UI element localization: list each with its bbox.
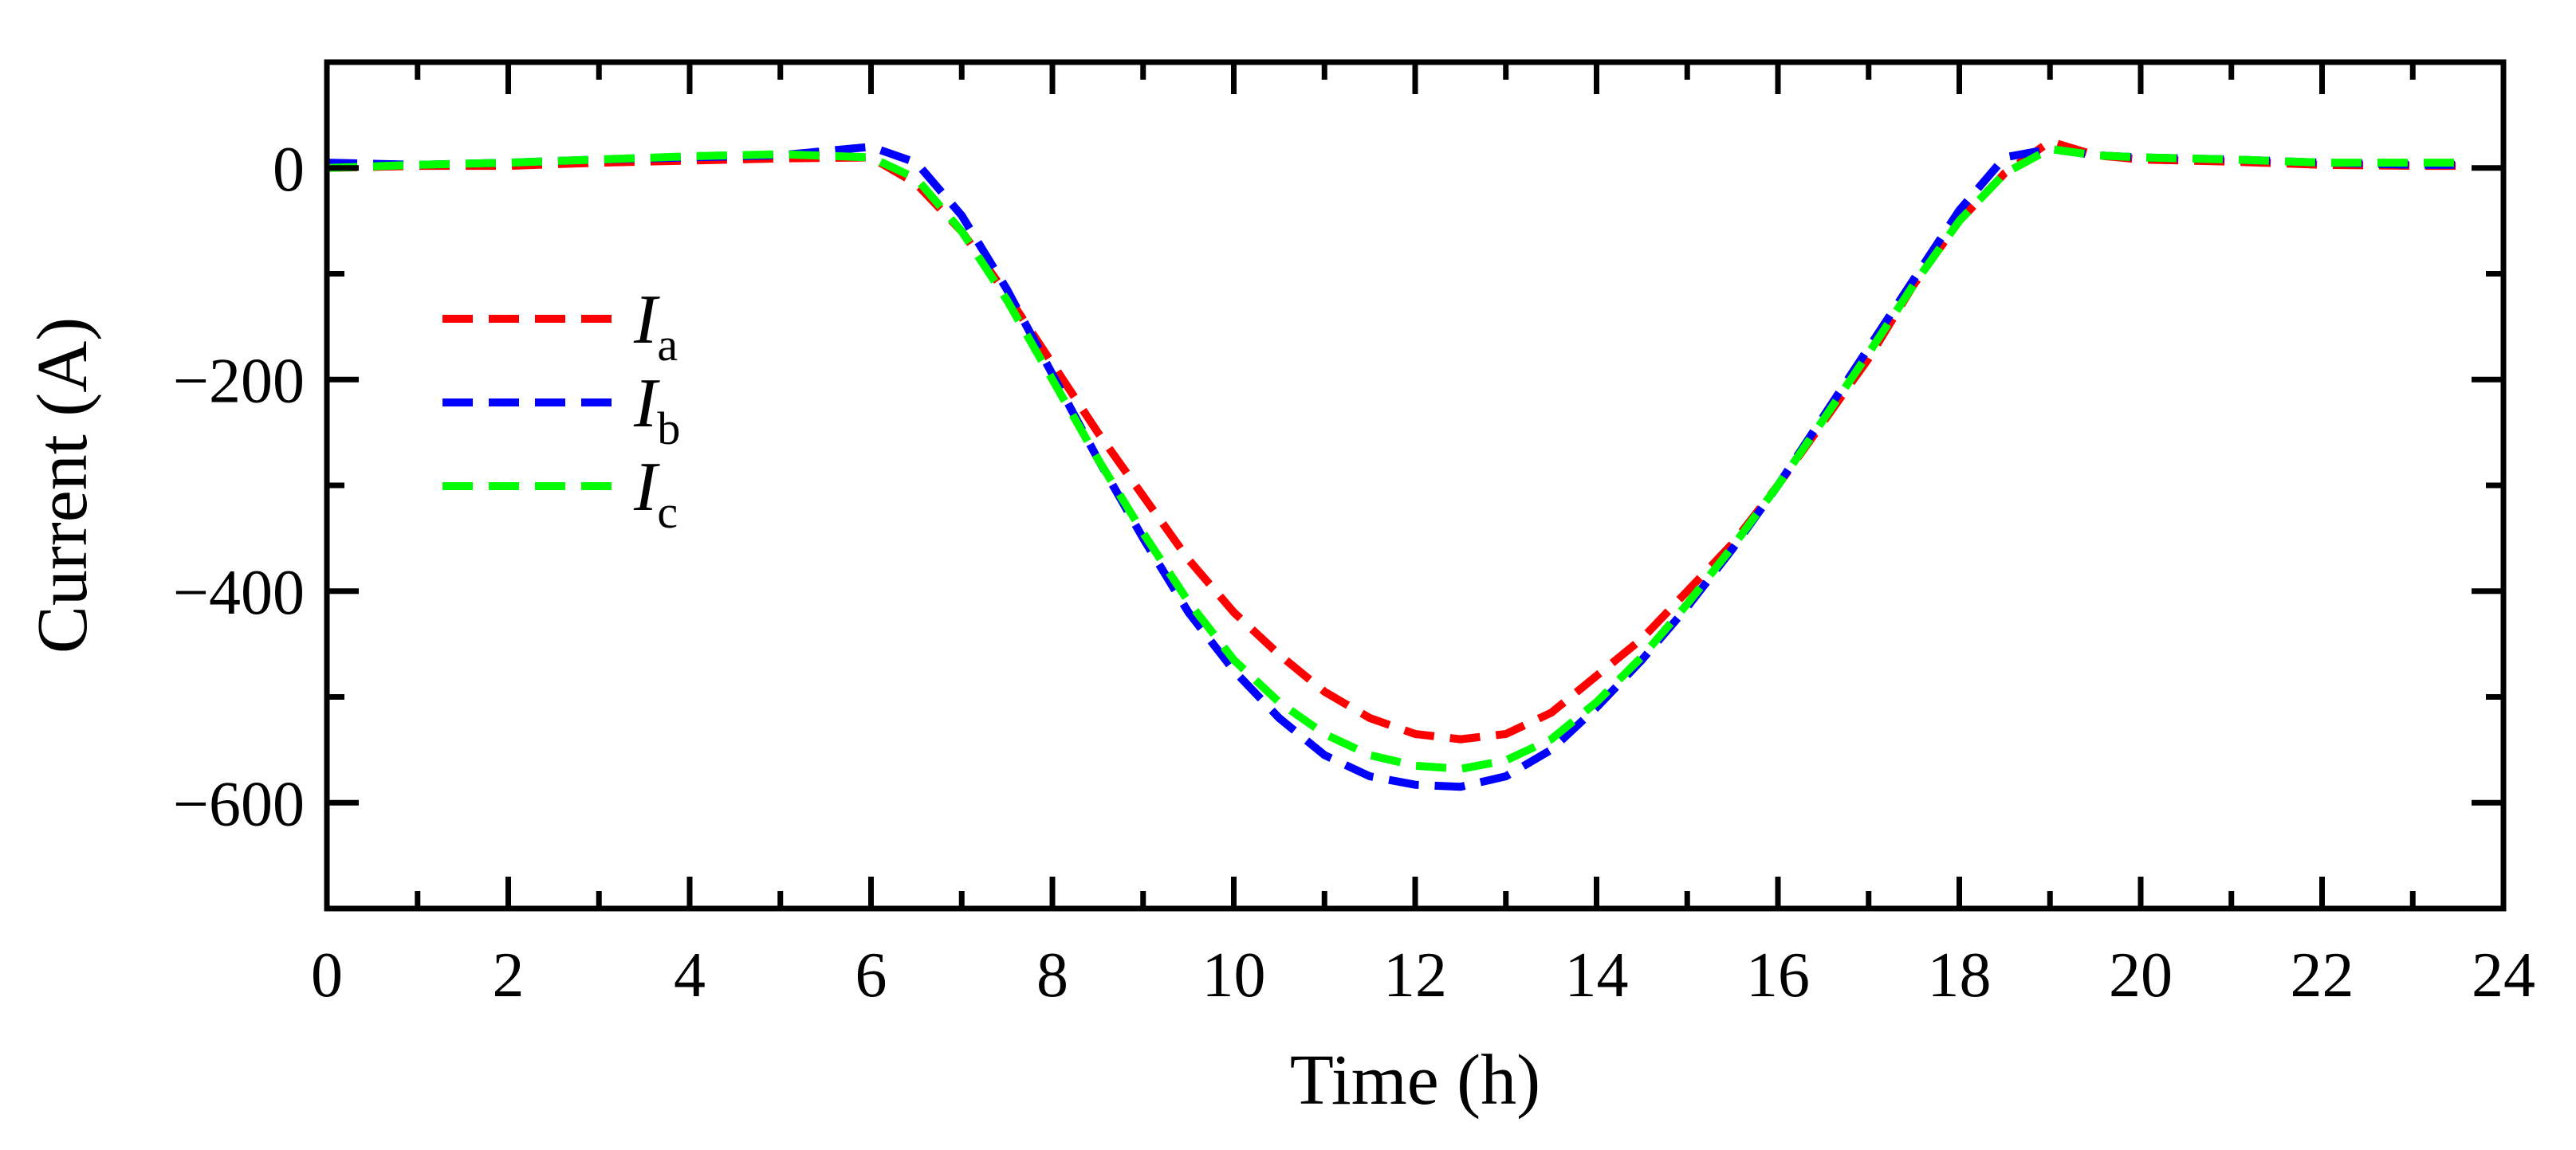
x-axis-title: Time (h) xyxy=(1290,1041,1540,1120)
x-tick-label: 12 xyxy=(1383,940,1447,1011)
x-tick-label: 4 xyxy=(674,940,706,1011)
x-tick-label: 22 xyxy=(2291,940,2354,1011)
y-tick-label: −200 xyxy=(173,346,305,416)
series-line-ib xyxy=(326,143,2468,791)
x-tick-label: 18 xyxy=(1928,940,1992,1011)
x-tick-label: 24 xyxy=(2472,940,2535,1011)
x-tick-label: 10 xyxy=(1202,940,1266,1011)
y-tick-label: −400 xyxy=(173,558,305,628)
x-tick-label: 14 xyxy=(1565,940,1629,1011)
legend-label-ic: Ic xyxy=(633,449,678,538)
x-tick-label: 0 xyxy=(311,940,343,1011)
y-tick-label: −600 xyxy=(173,769,305,839)
y-axis-title: Current (A) xyxy=(23,317,102,653)
legend-label-ia: Ia xyxy=(633,281,678,371)
x-tick-label: 20 xyxy=(2109,940,2173,1011)
plot-frame xyxy=(324,59,2507,912)
y-tick-label: 0 xyxy=(273,135,305,205)
series-layer xyxy=(326,137,2468,791)
x-tick-label: 2 xyxy=(493,940,525,1011)
x-tick-label: 16 xyxy=(1746,940,1810,1011)
x-tick-label: 6 xyxy=(855,940,887,1011)
x-tick-label: 8 xyxy=(1036,940,1068,1011)
series-line-ic xyxy=(326,144,2468,773)
ticks-layer xyxy=(324,62,2507,909)
tick-labels: 0 2 4 6 8 10 12 14 16 18 20 22 240−200−400−600 xyxy=(173,135,2535,1011)
legend-label-ib: Ib xyxy=(633,365,680,454)
